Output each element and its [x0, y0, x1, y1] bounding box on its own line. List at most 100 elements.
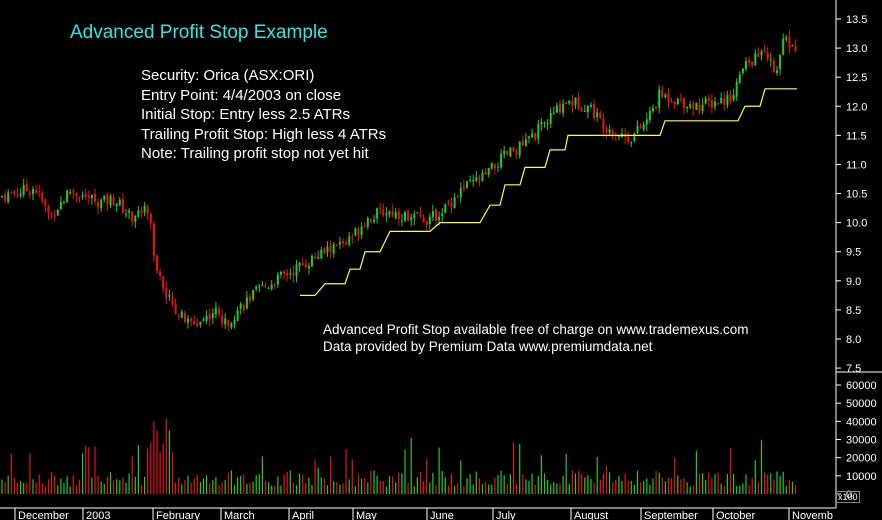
volume-bar: [618, 475, 620, 494]
candle-body: [497, 166, 499, 168]
volume-bar: [556, 483, 558, 494]
candle-body: [555, 105, 558, 113]
candle-body: [53, 214, 56, 217]
volume-bar: [773, 479, 775, 494]
entry-point-label: Entry Point: 4/4/2003 on close: [141, 86, 342, 104]
candle-body: [156, 255, 158, 271]
volume-bar: [432, 472, 434, 494]
volume-bar: [677, 475, 679, 494]
month-label: July: [496, 510, 516, 520]
volume-bar: [460, 460, 462, 494]
candle-body: [72, 191, 75, 193]
credit-line-1: Advanced Profit Stop available free of c…: [323, 322, 749, 337]
candle-body: [438, 216, 441, 221]
price-tick-label: 10.5: [846, 189, 867, 201]
volume-bar: [131, 455, 133, 494]
volume-bar: [233, 484, 236, 494]
candle-body: [574, 97, 577, 106]
volume-bar: [289, 470, 291, 494]
volume-bar: [85, 445, 87, 494]
candle-body: [695, 103, 698, 110]
candle-body: [692, 103, 695, 110]
candle-body: [342, 241, 344, 244]
month-label: April: [292, 510, 314, 520]
candle-body: [81, 195, 84, 197]
volume-bar: [351, 459, 353, 494]
price-tick-label: 9.5: [846, 247, 861, 259]
volume-bar: [429, 482, 431, 494]
candle-body: [224, 318, 227, 325]
candle-body: [577, 96, 580, 110]
volume-bar: [540, 455, 542, 494]
candle-body: [183, 312, 186, 323]
candle-body: [586, 105, 589, 112]
candle-body: [652, 107, 654, 112]
volume-bar: [497, 475, 499, 494]
volume-bar: [122, 477, 124, 494]
volume-bar: [243, 474, 245, 494]
volume-bar: [373, 470, 375, 494]
volume-bar: [571, 470, 573, 494]
candle-body: [59, 202, 62, 209]
volume-bar: [764, 472, 766, 494]
candle-body: [670, 101, 673, 103]
volume-bar: [357, 474, 360, 494]
candle-body: [422, 217, 425, 223]
volume-bar: [525, 479, 527, 494]
candle-body: [469, 179, 472, 181]
volume-bar: [258, 474, 260, 494]
candle-body: [360, 226, 363, 236]
volume-bar: [354, 486, 356, 494]
volume-bar: [481, 483, 484, 494]
volume-bar: [178, 478, 180, 494]
candle-body: [143, 205, 146, 213]
volume-bar: [754, 460, 756, 494]
volume-bar: [516, 483, 518, 494]
candle-body: [472, 180, 475, 182]
volume-bar: [199, 482, 201, 494]
volume-bar: [69, 486, 71, 494]
candle-body: [772, 60, 775, 73]
volume-tick-label: 50000: [846, 398, 877, 410]
candle-body: [462, 186, 465, 189]
volume-bar: [711, 477, 713, 494]
volume-bar: [224, 480, 226, 494]
volume-bar: [683, 477, 685, 494]
candle-body: [450, 203, 453, 207]
volume-bar: [286, 471, 288, 494]
volume-bar: [165, 418, 167, 494]
volume-tick-label: 0: [846, 489, 852, 501]
candle-body: [633, 133, 636, 142]
volume-bar: [528, 480, 530, 494]
candle-body: [565, 102, 568, 104]
volume-bar: [41, 483, 43, 494]
volume-bar: [13, 477, 15, 494]
security-label: Security: Orica (ASX:ORI): [141, 67, 315, 84]
candle-body: [149, 213, 152, 224]
volume-bar: [469, 474, 471, 494]
volume-bar: [246, 483, 248, 494]
volume-bar: [736, 485, 738, 494]
volume-bar: [745, 474, 747, 494]
volume-bar: [367, 482, 369, 494]
volume-bar: [280, 485, 282, 494]
candle-body: [431, 211, 434, 218]
candle-body: [397, 211, 400, 220]
candle-body: [732, 95, 735, 100]
candle-body: [760, 51, 763, 56]
volume-bar: [605, 465, 608, 494]
candle-body: [128, 210, 131, 213]
candle-body: [354, 228, 357, 236]
volume-bar: [729, 448, 732, 494]
candle-body: [419, 213, 422, 217]
volume-bar: [283, 475, 285, 494]
volume-bar: [770, 473, 772, 494]
volume-bar: [485, 482, 487, 494]
volume-bar: [779, 476, 781, 494]
candle-body: [273, 284, 276, 287]
candle-body: [602, 118, 605, 130]
candle-body: [686, 106, 689, 109]
candle-body: [276, 274, 279, 285]
candle-body: [543, 122, 546, 124]
candle-body: [580, 107, 583, 111]
